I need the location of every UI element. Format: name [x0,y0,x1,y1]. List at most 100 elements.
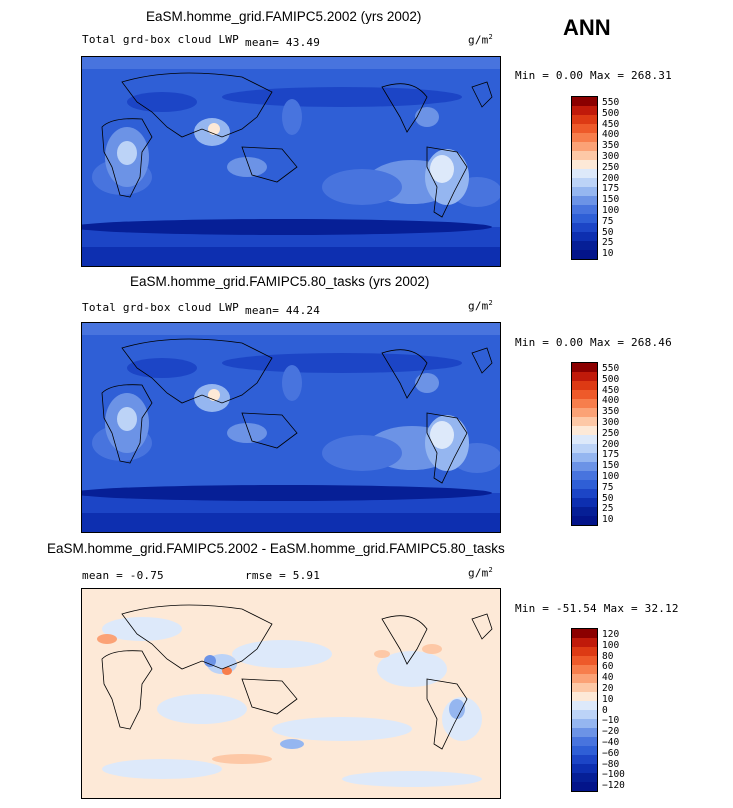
colorbar-tick-label: 60 [602,661,614,673]
colorbar-tick-label: 200 [602,172,620,184]
colorbar-tick-label: 175 [602,183,620,195]
panel-3-map [81,588,501,799]
colorbar-swatch [572,381,597,390]
colorbar-tick-label: −100 [602,769,625,781]
colorbar-tick-label: 25 [602,503,614,515]
panel-1-map [81,56,501,267]
colorbar-tick-label: 400 [602,129,620,141]
colorbar-tick-label: 450 [602,118,620,130]
colorbar-tick-label: −20 [602,726,620,738]
colorbar-swatch [572,674,597,683]
colorbar-swatch [572,462,597,471]
colorbar-swatch [572,178,597,187]
panel-3-rmse: rmse = 5.91 [245,569,321,582]
colorbar-swatch [572,516,597,525]
panel-2-map [81,322,501,533]
colorbar-tick-label: 10 [602,514,614,526]
colorbar-tick-label: 100 [602,471,620,482]
panel-2-minmax: Min = 0.00 Max = 268.46 [515,336,672,349]
colorbar-swatch [572,471,597,480]
colorbar-swatch [572,480,597,489]
colorbar-swatch [572,133,597,142]
panel-1-minmax: Min = 0.00 Max = 268.31 [515,69,672,82]
colorbar-swatch [572,241,597,250]
colorbar-box [571,96,598,260]
panel-3-title: EaSM.homme_grid.FAMIPC5.2002 - EaSM.homm… [47,541,505,556]
colorbar-swatch [572,746,597,755]
colorbar-tick-label: 10 [602,248,614,260]
colorbar-swatch [572,151,597,160]
panel-3-mean: mean = -0.75 [82,569,164,582]
colorbar-swatch [572,399,597,408]
colorbar-swatch [572,692,597,701]
colorbar-swatch [572,142,597,151]
colorbar-swatch [572,773,597,782]
colorbar-tick-label: −120 [602,780,625,792]
panel-3-minmax: Min = -51.54 Max = 32.12 [515,602,679,615]
colorbar-swatch [572,435,597,444]
colorbar-tick-label: 75 [602,481,614,493]
colorbar-tick-label: 500 [602,373,620,385]
colorbar-swatch [572,106,597,115]
colorbar-tick-label: 150 [602,194,620,206]
colorbar-tick-label: −10 [602,715,620,727]
colorbar-swatch [572,629,597,638]
colorbar-swatch [572,187,597,196]
panel-2-title: EaSM.homme_grid.FAMIPC5.80_tasks (yrs 20… [130,274,430,289]
panel-1-variable: Total grd-box cloud LWP [82,33,239,46]
colorbar-tick-label: 50 [602,226,614,238]
panel-2-mean: mean= 44.24 [245,304,321,317]
colorbar-tick-label: −80 [602,758,620,770]
colorbar-tick-label: 200 [602,438,620,450]
colorbar-swatch [572,665,597,674]
colorbar-swatch [572,223,597,232]
colorbar-swatch [572,232,597,241]
colorbar-swatch [572,647,597,656]
colorbar-swatch [572,719,597,728]
colorbar-swatch [572,124,597,133]
colorbar-swatch [572,444,597,453]
colorbar-swatch [572,701,597,710]
colorbar-swatch [572,710,597,719]
colorbar-swatch [572,728,597,737]
colorbar-tick-label: 300 [602,417,620,428]
colorbar-swatch [572,755,597,764]
panel-1-title: EaSM.homme_grid.FAMIPC5.2002 (yrs 2002) [146,9,422,24]
colorbar-swatch [572,489,597,498]
colorbar-swatch [572,160,597,169]
colorbar-swatch [572,196,597,205]
panel-1-mean: mean= 43.49 [245,36,321,49]
colorbar-swatch [572,656,597,665]
colorbar-tick-label: 120 [602,629,620,640]
colorbar-swatch [572,372,597,381]
colorbar-swatch [572,737,597,746]
colorbar-tick-label: −60 [602,747,620,759]
panel-2-units: g/m2 [468,299,493,313]
panel-3-units: g/m2 [468,566,493,580]
colorbar-box [571,362,598,526]
colorbar-tick-label: 0 [602,704,608,716]
colorbar-tick-label: 25 [602,237,614,249]
colorbar-tick-label: 500 [602,107,620,119]
colorbar-swatch [572,390,597,399]
colorbar-swatch [572,453,597,462]
colorbar-box [571,628,598,792]
panel-1-map-field [82,57,500,266]
colorbar-swatch [572,205,597,214]
colorbar-swatch [572,507,597,516]
panel-1-units: g/m2 [468,33,493,47]
colorbar-tick-label: −40 [602,737,620,748]
colorbar-swatch [572,638,597,647]
colorbar-tick-label: 50 [602,492,614,504]
colorbar-swatch [572,417,597,426]
colorbar-swatch [572,764,597,773]
colorbar-tick-label: 350 [602,406,620,418]
colorbar-tick-label: 75 [602,215,614,227]
colorbar-tick-label: 550 [602,97,620,108]
colorbar-swatch [572,408,597,417]
panel-2-map-field [82,323,500,532]
colorbar-swatch [572,683,597,692]
colorbar-tick-label: 20 [602,683,614,694]
colorbar-tick-label: 250 [602,427,620,439]
colorbar-tick-label: 100 [602,205,620,216]
